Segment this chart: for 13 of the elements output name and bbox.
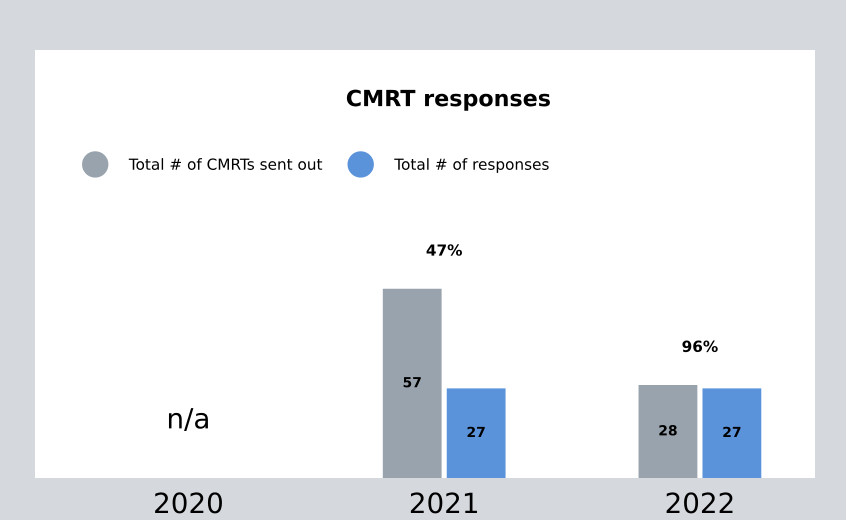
text: 47%	[426, 244, 462, 256]
x-tick-label: 2022	[666, 492, 732, 514]
data-label: 57	[404, 377, 421, 388]
legend-label: Total # of CMRTs sent out	[128, 158, 322, 170]
x-tick-label: 2021	[410, 492, 477, 514]
chart-title: CMRT responses	[346, 90, 550, 111]
legend-label: Total # of responses	[394, 158, 549, 173]
annotation: n/a	[168, 408, 208, 431]
data-label: 27	[723, 426, 740, 438]
data-label: 28	[659, 425, 677, 436]
annotation: 96%	[682, 340, 718, 352]
x-tick-label: 2020	[155, 492, 222, 514]
data-label: 27	[468, 426, 485, 438]
